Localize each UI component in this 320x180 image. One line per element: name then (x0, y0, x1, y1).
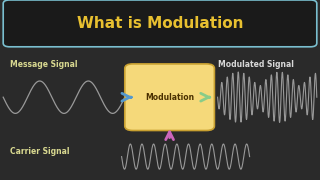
FancyBboxPatch shape (125, 64, 214, 130)
Text: What is Modulation: What is Modulation (77, 16, 243, 31)
Text: Modulated Signal: Modulated Signal (218, 60, 293, 69)
Text: Carrier Signal: Carrier Signal (10, 147, 69, 156)
FancyBboxPatch shape (3, 0, 317, 47)
Text: Message Signal: Message Signal (10, 60, 77, 69)
Text: Modulation: Modulation (145, 93, 194, 102)
